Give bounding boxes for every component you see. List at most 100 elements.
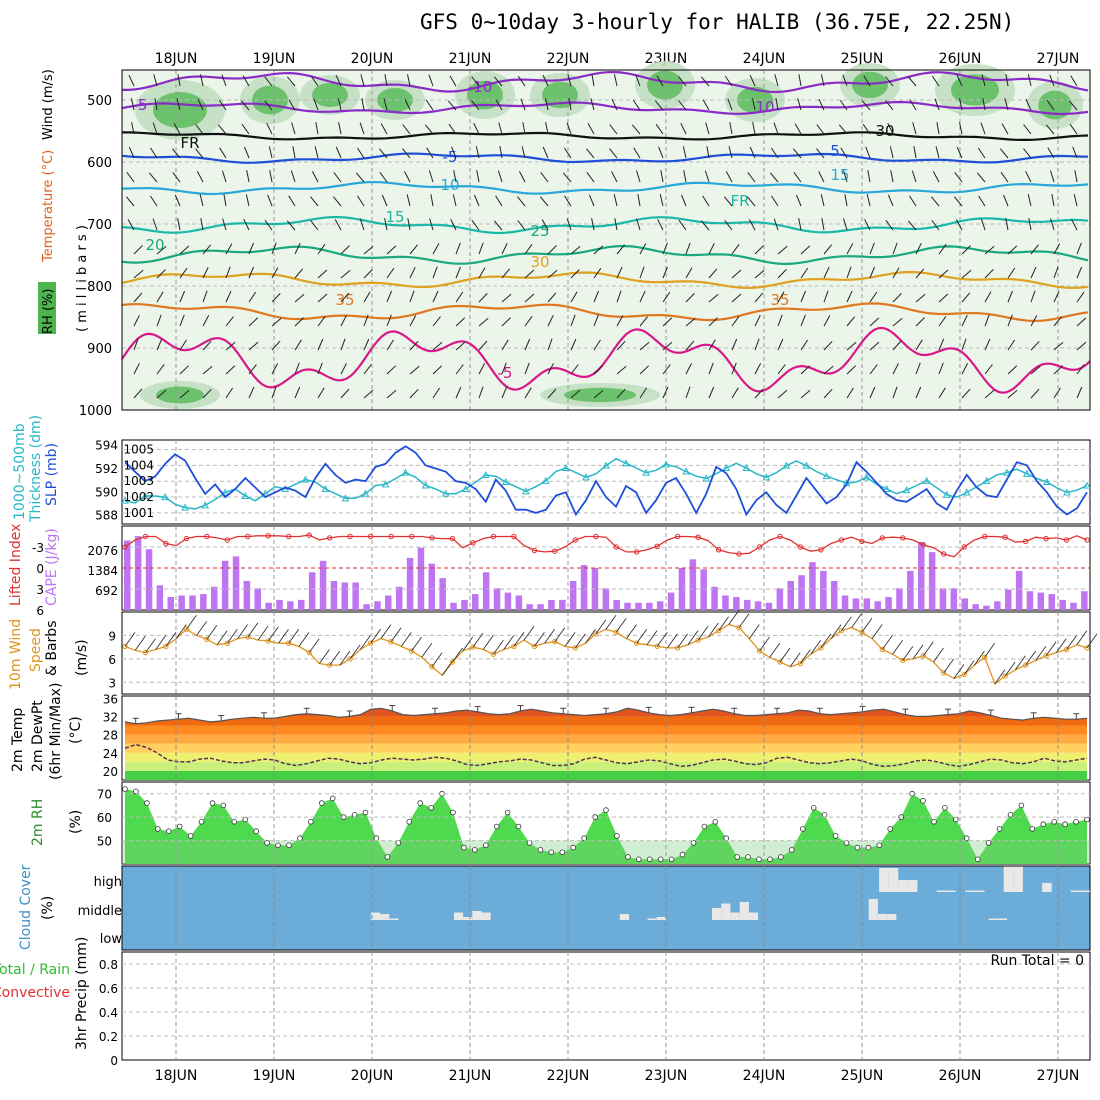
isotherm-line xyxy=(121,216,1089,235)
wind-speed-marker xyxy=(429,664,435,670)
wind-barb xyxy=(406,194,411,207)
wind-barb xyxy=(271,242,277,255)
wind-barb xyxy=(1005,74,1009,87)
thickness-marker xyxy=(481,470,490,478)
wind-barb xyxy=(402,124,411,135)
wind-barb-10m xyxy=(462,636,474,652)
wind-barb xyxy=(291,122,296,135)
wind-barb-10m xyxy=(974,650,985,666)
wind-barb-10m xyxy=(339,650,351,666)
wind-barb xyxy=(202,365,213,375)
lifted-index-line xyxy=(124,534,1088,558)
wind-barb xyxy=(708,386,715,399)
wind-barb-10m xyxy=(595,619,607,635)
lifted-index-marker xyxy=(859,538,865,545)
wind-barb xyxy=(130,98,135,111)
wind-barb xyxy=(566,122,572,135)
wind-barb xyxy=(843,218,848,231)
precip-frame xyxy=(121,951,1091,1061)
wind-barb xyxy=(570,245,581,255)
wind-barb xyxy=(501,268,511,279)
wind-barb xyxy=(540,172,549,183)
lifted-index-marker xyxy=(163,540,169,547)
wind-barb xyxy=(938,269,949,279)
wind-barb-10m xyxy=(196,621,207,636)
wind-barb xyxy=(363,389,374,399)
thickness-tick: 594 xyxy=(95,439,118,453)
wind-barb xyxy=(455,291,464,303)
slp-tick: 1001 xyxy=(123,506,154,520)
wind-barb xyxy=(1076,341,1087,351)
wind-barb xyxy=(179,365,189,375)
rh2m-marker xyxy=(231,818,238,825)
wind-barb xyxy=(820,194,825,207)
wind-speed-marker xyxy=(552,639,558,645)
precip-tick: 0.2 xyxy=(99,1030,118,1044)
cape-bar xyxy=(635,602,642,610)
wind-barb xyxy=(754,269,765,279)
wind-barb xyxy=(729,122,733,135)
wind-speed-marker xyxy=(367,640,374,646)
wind-barb xyxy=(524,244,533,255)
cloud-high-bar xyxy=(1070,890,1081,892)
lifted-index-marker xyxy=(838,537,845,543)
wind-barb xyxy=(476,170,480,183)
cape-bar xyxy=(167,597,174,610)
wind-barb xyxy=(244,146,250,159)
wind-barb-10m xyxy=(810,639,822,655)
wind-barb xyxy=(524,387,532,399)
wind-barb xyxy=(570,389,581,399)
wind-speed-marker xyxy=(142,649,149,656)
wind-barb-10m xyxy=(677,633,688,649)
wind-barb xyxy=(754,363,762,375)
rh2m-marker xyxy=(417,800,424,806)
wind-barb xyxy=(1076,364,1085,375)
wind-barb xyxy=(432,243,440,255)
rh2m-marker xyxy=(788,847,795,853)
wind-barb xyxy=(984,338,991,351)
wind-barb xyxy=(818,171,825,183)
cape-bar xyxy=(1059,599,1066,610)
wind-barb xyxy=(547,363,554,375)
wind-barb xyxy=(823,244,832,255)
thickness-marker xyxy=(882,484,891,492)
wind-barb xyxy=(248,266,254,279)
wind-barb xyxy=(338,122,342,135)
wind-barb xyxy=(474,194,480,207)
wind-barb xyxy=(225,341,236,351)
isotherm-label: 15 xyxy=(830,166,849,184)
wind-barb-10m xyxy=(534,632,545,647)
wind-speed-marker xyxy=(797,660,804,667)
wind-barb xyxy=(225,365,236,375)
thickness-marker xyxy=(662,460,670,468)
wind-barb-10m xyxy=(145,638,156,653)
lifted-index-marker xyxy=(777,533,783,540)
wind-speed-label: Speed xyxy=(28,628,44,672)
wind-barb xyxy=(685,317,696,327)
thickness-label: Thickness (dm) xyxy=(28,415,44,523)
chart-title: GFS 0~10day 3-hourly for HALIB (36.75E, … xyxy=(420,10,1015,34)
wind-speed-marker xyxy=(122,643,128,650)
rh2m-marker xyxy=(920,797,926,804)
wind-barb xyxy=(915,317,925,327)
wind-barb-10m xyxy=(922,641,934,656)
cloud-label: Cloud Cover xyxy=(18,864,34,950)
wind-barb xyxy=(499,146,503,159)
thickness-marker xyxy=(942,490,951,498)
wind-barb xyxy=(380,123,388,135)
wind-barb xyxy=(225,316,234,327)
wind-barb xyxy=(432,387,441,399)
rh2m-marker xyxy=(242,816,249,823)
rh-shading xyxy=(312,83,348,107)
wind-barb xyxy=(429,218,434,231)
wind-barb-10m xyxy=(728,610,740,625)
wind-barb xyxy=(724,75,733,87)
wind-barb xyxy=(846,387,854,399)
wind-barb xyxy=(793,172,802,183)
wind-barb xyxy=(133,388,143,399)
date-label-bottom: 18JUN xyxy=(155,1068,198,1084)
wind-barb xyxy=(892,363,899,375)
wind-barb xyxy=(288,99,296,111)
wind-barb xyxy=(450,218,457,231)
lifted-index-marker xyxy=(367,533,374,540)
